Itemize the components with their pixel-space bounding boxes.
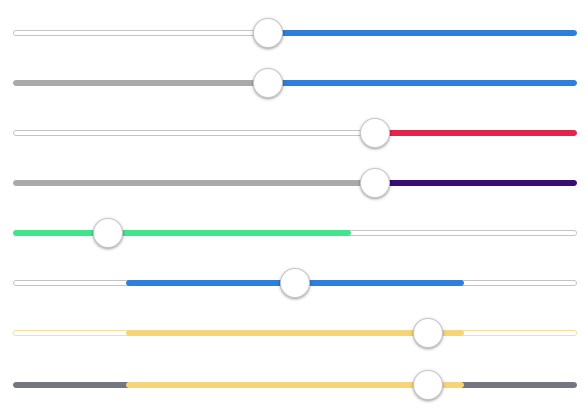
slider-5-thumb[interactable]: [92, 218, 123, 248]
slider-4-track-before[interactable]: [13, 180, 375, 186]
slider-1[interactable]: [13, 15, 577, 51]
slider-2-track-before[interactable]: [13, 80, 268, 86]
slider-6-thumb[interactable]: [280, 268, 310, 298]
slider-3-thumb[interactable]: [359, 118, 390, 148]
slider-1-thumb[interactable]: [252, 18, 283, 48]
slider-8[interactable]: [13, 367, 577, 403]
slider-3-track-after[interactable]: [374, 130, 577, 136]
slider-2[interactable]: [13, 65, 577, 101]
slider-7[interactable]: [13, 315, 577, 351]
slider-4[interactable]: [13, 165, 577, 201]
slider-8-thumb[interactable]: [413, 370, 444, 400]
slider-4-thumb[interactable]: [359, 168, 390, 198]
slider-8-track-inside[interactable]: [125, 382, 465, 388]
slider-2-thumb[interactable]: [252, 68, 283, 98]
slider-1-track-before[interactable]: [13, 30, 268, 36]
slider-5-track-played[interactable]: [13, 230, 352, 236]
slider-1-track-after[interactable]: [267, 30, 577, 36]
slider-2-track-after[interactable]: [267, 80, 577, 86]
slider-3-track-before[interactable]: [13, 130, 375, 136]
slider-4-track-after[interactable]: [374, 180, 577, 186]
slider-3[interactable]: [13, 115, 577, 151]
slider-5[interactable]: [13, 215, 577, 251]
slider-6[interactable]: [13, 265, 577, 301]
slider-7-thumb[interactable]: [413, 318, 444, 348]
slider-7-track-inside[interactable]: [125, 330, 465, 336]
